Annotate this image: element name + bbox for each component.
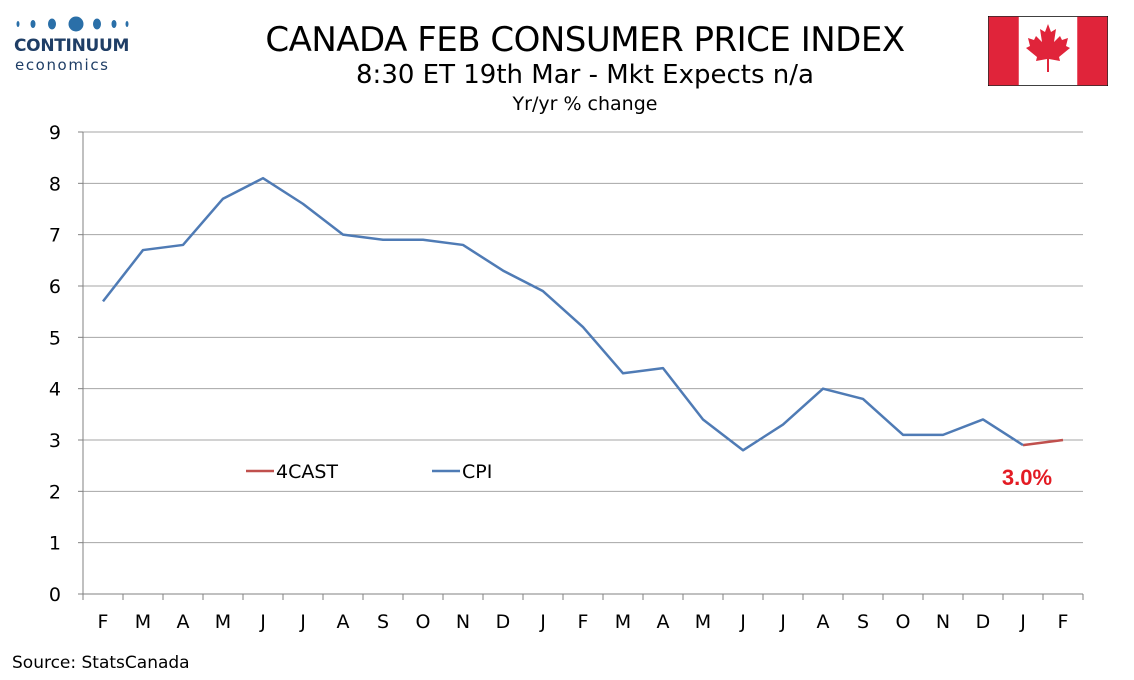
- series-lines: [102, 176, 1064, 452]
- x-tick-label: J: [299, 611, 306, 633]
- x-tick-label: J: [779, 611, 786, 633]
- source-note: Source: StatsCanada: [12, 653, 190, 673]
- logo-dots-icon: [16, 16, 129, 32]
- x-tick-label: N: [936, 611, 950, 633]
- chart-unit-subtitle: Yr/yr % change: [512, 93, 658, 115]
- x-tick-label: A: [177, 611, 190, 633]
- canada-flag-icon: [988, 16, 1108, 86]
- forecast-callout-label: 3.0%: [1002, 465, 1052, 490]
- logo-name: CONTINUUM: [14, 36, 130, 56]
- x-tick-label: F: [578, 611, 589, 633]
- y-tick-label: 8: [49, 173, 61, 195]
- x-tick-label: S: [857, 611, 869, 633]
- x-tick-label: D: [976, 611, 991, 633]
- legend-label-cpi: CPI: [462, 461, 492, 483]
- series-line-4cast: [1022, 438, 1064, 447]
- x-tick-label: N: [456, 611, 470, 633]
- x-tick-label: J: [539, 611, 546, 633]
- x-tick-label: F: [1058, 611, 1069, 633]
- x-tick-label: M: [695, 611, 711, 633]
- series-line-cpi: [102, 176, 1024, 452]
- x-tick-label: M: [615, 611, 631, 633]
- x-tick-label: O: [416, 611, 431, 633]
- x-tick-label: O: [896, 611, 911, 633]
- logo-subtitle: economics: [15, 56, 110, 74]
- y-tick-label: 9: [49, 122, 61, 144]
- gridlines: [83, 131, 1083, 544]
- y-tick-label: 7: [49, 225, 61, 247]
- y-tick-label: 3: [49, 430, 61, 452]
- x-tick-label: J: [739, 611, 746, 633]
- y-tick-label: 1: [49, 533, 61, 555]
- x-tick-label: A: [337, 611, 350, 633]
- x-tick-label: M: [215, 611, 231, 633]
- y-tick-label: 5: [49, 327, 61, 349]
- continuum-logo: CONTINUUM economics: [14, 14, 144, 76]
- y-tick-label: 6: [49, 276, 61, 298]
- x-tick-label: J: [259, 611, 266, 633]
- x-tick-label: A: [817, 611, 830, 633]
- x-tick-label: S: [377, 611, 389, 633]
- y-tick-label: 0: [49, 584, 61, 606]
- axes: 0 1 2 3 4 5 6 7 8 9 F M A M J J A S O N D J F M A M J J A S O N D J F: [49, 122, 1084, 633]
- legend: 4CAST CPI: [246, 461, 492, 483]
- chart-title: CANADA FEB CONSUMER PRICE INDEX: [265, 20, 905, 60]
- legend-label-4cast: 4CAST: [276, 461, 338, 483]
- x-tick-label: J: [1019, 611, 1026, 633]
- x-tick-label: A: [657, 611, 670, 633]
- x-tick-label: M: [135, 611, 151, 633]
- y-tick-label: 2: [49, 481, 61, 503]
- x-tick-label: D: [496, 611, 511, 633]
- chart-subtitle: 8:30 ET 19th Mar - Mkt Expects n/a: [356, 60, 814, 90]
- x-tick-label: F: [98, 611, 109, 633]
- y-tick-label: 4: [49, 379, 61, 401]
